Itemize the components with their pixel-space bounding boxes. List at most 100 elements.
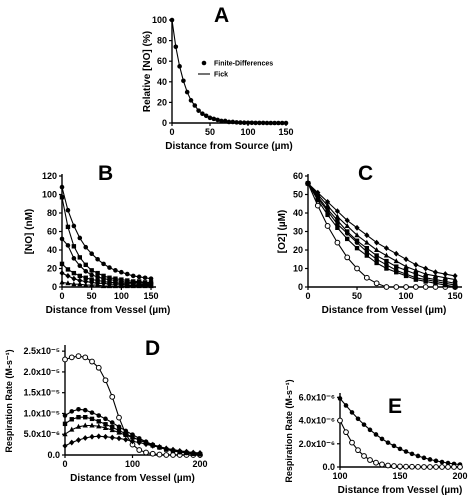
series-2 xyxy=(171,19,286,124)
data-point xyxy=(77,235,83,241)
data-point xyxy=(71,275,77,282)
y-tick-label: 20 xyxy=(47,264,57,274)
data-point xyxy=(403,284,409,290)
data-point xyxy=(393,250,399,257)
x-tick-label: 150 xyxy=(278,127,293,137)
y-axis-title: Relative [NO] (%) xyxy=(142,31,153,112)
x-tick-label: 0 xyxy=(62,459,67,469)
data-point xyxy=(361,422,367,427)
data-point xyxy=(349,439,355,446)
data-point xyxy=(102,425,109,430)
panel-letter: D xyxy=(145,337,160,360)
data-point xyxy=(364,253,370,258)
data-point xyxy=(82,435,88,441)
data-point xyxy=(89,358,95,365)
data-point xyxy=(383,252,390,258)
data-point xyxy=(65,280,71,286)
data-point xyxy=(76,407,81,412)
data-point xyxy=(364,232,370,239)
data-point xyxy=(107,265,112,270)
data-point xyxy=(119,269,124,275)
data-point xyxy=(109,427,115,433)
legend-marker xyxy=(201,60,207,66)
data-point xyxy=(374,256,379,262)
data-point xyxy=(345,236,350,242)
data-point xyxy=(76,415,81,420)
x-tick-label: 50 xyxy=(205,127,215,137)
data-point xyxy=(384,266,389,271)
data-point xyxy=(83,415,88,420)
data-point xyxy=(361,453,367,459)
data-point xyxy=(89,272,94,278)
y-tick-label: 4.0x10⁻⁶ xyxy=(299,416,335,426)
data-point xyxy=(423,275,428,280)
data-point xyxy=(69,409,75,414)
data-point xyxy=(442,271,448,277)
data-point xyxy=(343,403,349,408)
data-point xyxy=(374,253,379,258)
data-point xyxy=(113,268,118,273)
data-point xyxy=(197,450,203,456)
panel-e: E 100 150 200 0.0 2.0x10⁻⁶ 4.0x10⁻⁶ 6.0x10⁻⁶ Dis… xyxy=(284,379,468,496)
data-point xyxy=(177,447,183,454)
y-axis-title: Respiration Rate (M-s⁻¹) xyxy=(284,379,294,482)
data-point xyxy=(130,273,136,279)
data-point xyxy=(334,208,341,215)
data-point xyxy=(143,449,149,456)
data-point xyxy=(143,441,149,448)
data-point xyxy=(142,275,148,281)
x-tick-label: 50 xyxy=(87,291,97,301)
y-tick-label: 2.5x10⁻⁵ xyxy=(23,346,60,356)
data-point xyxy=(433,464,439,470)
data-point xyxy=(170,452,176,458)
data-point xyxy=(384,258,389,264)
panel-letter: C xyxy=(358,162,373,185)
series-line xyxy=(61,272,151,286)
x-tick-label: 50 xyxy=(352,291,362,301)
series-line xyxy=(307,183,456,277)
y-tick-label: 6.0x10⁻⁶ xyxy=(299,392,335,402)
data-point xyxy=(116,435,122,442)
data-point xyxy=(59,270,65,277)
panel-d: D 0 100 200 0.0 5.0x10⁻⁶ 1.0x10⁻⁵ 1.5x10⁻⁵ 2.0x1… xyxy=(4,337,208,484)
data-point xyxy=(439,464,445,470)
x-tick-label: 100 xyxy=(332,471,347,481)
y-axis-title: [NO] (nM) xyxy=(24,209,35,255)
series-line xyxy=(307,183,456,281)
data-point xyxy=(101,273,106,279)
data-point xyxy=(142,283,148,289)
series-5 xyxy=(62,433,203,456)
y-tick-label: 1.0x10⁻⁵ xyxy=(23,408,60,418)
data-point xyxy=(409,451,415,457)
data-point xyxy=(124,271,130,277)
panel-a: A 0 50 100 150 0 20 40 60 80 100 Distance from Sour… xyxy=(142,4,294,152)
data-point xyxy=(77,277,83,284)
data-point xyxy=(305,180,311,187)
data-point xyxy=(59,279,65,285)
data-point xyxy=(379,461,385,468)
data-point xyxy=(439,459,445,465)
x-axis-title: Distance from Source (µm) xyxy=(165,141,292,152)
y-tick-label: 60 xyxy=(47,227,57,237)
data-point xyxy=(363,274,370,281)
data-point xyxy=(149,450,156,457)
y-tick-label: 10 xyxy=(293,264,303,274)
x-tick-label: 0 xyxy=(305,291,310,301)
y-tick-label: 0 xyxy=(298,282,303,292)
data-point xyxy=(367,427,373,433)
data-point xyxy=(69,426,75,432)
data-point xyxy=(148,283,154,289)
x-tick-label: 100 xyxy=(399,291,414,301)
y-tick-label: 0.0 xyxy=(322,462,335,472)
data-point xyxy=(116,414,122,421)
panel-c: C 0 50 100 150 0 10 20 30 40 50 60 Distance from Ves… xyxy=(277,162,463,316)
series-5 xyxy=(305,180,458,282)
data-point xyxy=(96,433,102,440)
data-point xyxy=(324,223,331,229)
data-point xyxy=(345,229,350,234)
y-tick-label: 0 xyxy=(52,282,57,292)
data-point xyxy=(59,261,65,267)
data-point xyxy=(102,377,109,384)
data-point xyxy=(335,221,340,227)
data-point xyxy=(354,238,360,243)
